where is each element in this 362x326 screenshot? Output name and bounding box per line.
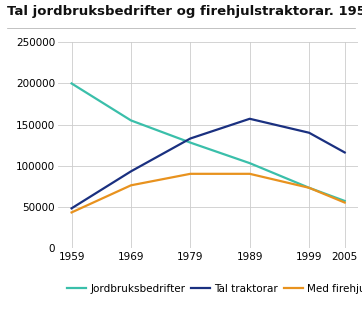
Tal traktorar — [70, 206, 74, 210]
Line: Jordbruksbedrifter: Jordbruksbedrifter — [72, 83, 345, 201]
Tal traktorar — [342, 151, 347, 155]
Med firehjulstraktor — [188, 172, 193, 176]
Text: Tal jordbruksbedrifter og firehjulstraktorar. 1959-2005: Tal jordbruksbedrifter og firehjulstrakt… — [7, 5, 362, 18]
Jordbruksbedrifter — [129, 118, 133, 122]
Med firehjulstraktor — [129, 183, 133, 187]
Jordbruksbedrifter — [342, 199, 347, 203]
Med firehjulstraktor — [70, 211, 74, 215]
Tal traktorar — [129, 170, 133, 173]
Tal traktorar — [188, 137, 193, 141]
Med firehjulstraktor — [248, 172, 252, 176]
Med firehjulstraktor — [342, 200, 347, 204]
Legend: Jordbruksbedrifter, Tal traktorar, Med firehjulstraktor: Jordbruksbedrifter, Tal traktorar, Med f… — [63, 280, 362, 298]
Jordbruksbedrifter — [70, 82, 74, 85]
Jordbruksbedrifter — [307, 186, 311, 190]
Line: Med firehjulstraktor: Med firehjulstraktor — [72, 174, 345, 213]
Tal traktorar — [248, 117, 252, 121]
Jordbruksbedrifter — [248, 161, 252, 165]
Tal traktorar — [307, 131, 311, 135]
Med firehjulstraktor — [307, 186, 311, 190]
Line: Tal traktorar: Tal traktorar — [72, 119, 345, 208]
Jordbruksbedrifter — [188, 141, 193, 144]
